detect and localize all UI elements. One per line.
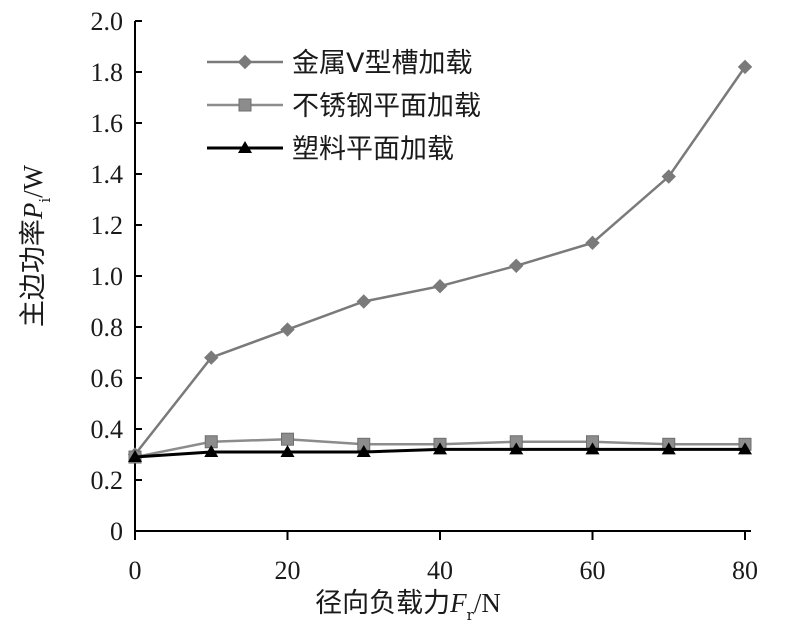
- series-layer: [127, 59, 753, 464]
- x-axis-title: 径向负载力Fr/N: [315, 588, 501, 624]
- y-tick-label: 1.4: [91, 160, 124, 189]
- diamond-marker: [737, 59, 753, 75]
- y-tick-label: 0.4: [91, 415, 124, 444]
- diamond-marker: [585, 235, 600, 251]
- y-tick-label: 1.2: [91, 211, 124, 240]
- x-tick-label: 0: [129, 556, 142, 585]
- x-tick-label: 60: [580, 556, 606, 585]
- legend-item-3: 塑料平面加载: [207, 134, 454, 165]
- triangle-marker: [585, 442, 600, 455]
- triangle-marker: [433, 442, 447, 455]
- legend-label: 金属V型槽加载: [292, 48, 472, 79]
- series-3: [128, 442, 752, 463]
- legend-label: 塑料平面加载: [292, 134, 454, 165]
- diamond-marker: [509, 258, 524, 274]
- triangle-marker: [128, 450, 142, 463]
- diamond-marker: [280, 322, 295, 337]
- triangle-marker: [280, 444, 295, 457]
- y-tick-label: 1.0: [91, 262, 124, 291]
- diamond-marker: [432, 278, 448, 294]
- y-tick-label: 2.0: [91, 7, 124, 36]
- legend-item-2: 不锈钢平面加载: [207, 91, 481, 122]
- legend-item-1: 金属V型槽加载: [207, 48, 472, 79]
- diamond-marker: [356, 294, 371, 309]
- triangle-marker: [356, 444, 371, 457]
- diamond-marker: [661, 169, 676, 184]
- square-marker: [238, 98, 252, 112]
- y-tick-label: 0.2: [91, 466, 124, 495]
- axes: 0 0.2 0.4 0.6 0.8 1.0 1.2 1.4 1.6 1.8 2.0 0 20 40 60 80: [91, 7, 759, 585]
- square-marker: [281, 432, 294, 446]
- triangle-marker: [738, 442, 752, 455]
- x-tick-label: 20: [275, 556, 301, 585]
- diamond-marker: [237, 54, 253, 70]
- triangle-marker: [238, 141, 252, 153]
- triangle-marker: [509, 442, 524, 455]
- triangle-marker: [204, 444, 219, 457]
- triangle-marker: [661, 442, 676, 455]
- y-tick-label: 0.8: [91, 313, 124, 342]
- y-tick-label: 1.6: [91, 109, 124, 138]
- x-tick-label: 40: [427, 556, 453, 585]
- diamond-marker: [204, 350, 219, 365]
- series-1: [127, 59, 753, 462]
- x-tick-label: 80: [732, 556, 758, 585]
- y-tick-label: 1.8: [91, 58, 124, 87]
- y-tick-label: 0.6: [91, 364, 124, 393]
- series-1-line: [134, 66, 747, 456]
- legend-label: 不锈钢平面加载: [292, 91, 481, 122]
- y-tick-label: 0: [110, 517, 123, 546]
- y-axis-title: 主边功率Pi/W: [18, 164, 54, 327]
